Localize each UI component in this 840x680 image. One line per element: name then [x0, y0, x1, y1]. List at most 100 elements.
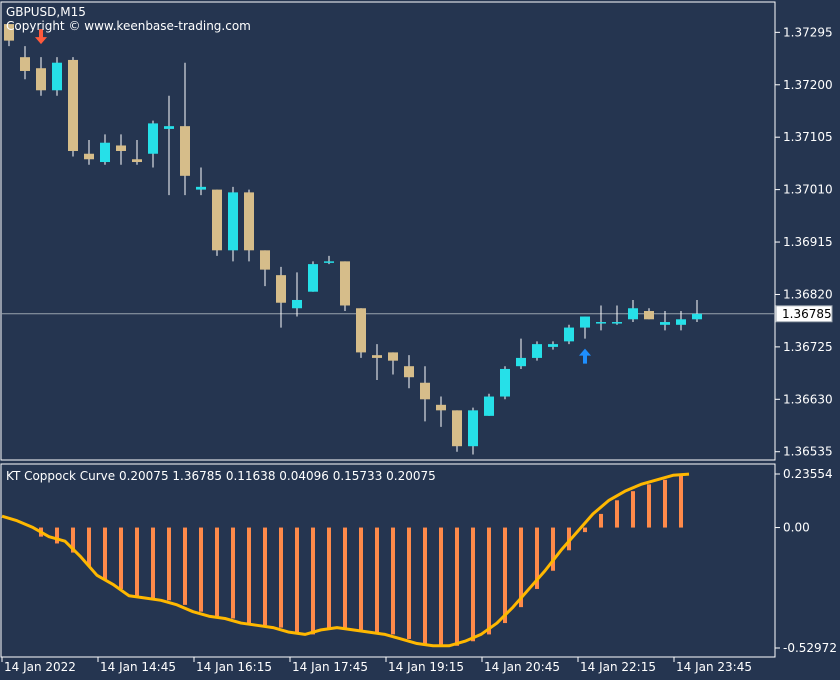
histogram-bar: [615, 500, 619, 528]
candle-body: [548, 344, 558, 347]
price-tick-label: 1.36535: [783, 445, 833, 459]
up-arrow-icon: [579, 348, 591, 364]
candle-body: [4, 24, 14, 41]
price-tick-label: 1.36630: [783, 392, 833, 406]
candle: [196, 167, 206, 196]
histogram-bar: [535, 527, 539, 589]
candle: [420, 366, 430, 422]
coppock-curve-line: [1, 472, 690, 648]
histogram-bar: [455, 527, 459, 646]
histogram-bar: [103, 527, 107, 580]
price-pane-frame: [0, 1, 776, 461]
candle: [212, 189, 222, 256]
current-price-box: [775, 305, 833, 323]
candle: [4, 24, 14, 47]
candle-body: [564, 327, 574, 342]
candle: [356, 308, 366, 358]
price-pane[interactable]: GBPUSD,M15 Copyright © www.keenbase-trad…: [0, 1, 776, 461]
indicator-axis: 0.23554 0.00 -0.52972: [775, 467, 837, 655]
histogram-bar: [327, 527, 331, 630]
indicator-pane[interactable]: KT Coppock Curve 0.20075 1.36785 0.11638…: [0, 463, 776, 658]
candle: [660, 311, 670, 331]
candle: [692, 299, 702, 323]
candle-body: [420, 382, 430, 400]
candle-body: [20, 57, 30, 71]
candle: [628, 299, 638, 323]
candle-body: [468, 410, 478, 447]
candle-body: [164, 126, 174, 129]
candle: [548, 341, 558, 350]
histogram-bar: [231, 527, 235, 619]
histogram-bar: [151, 527, 155, 599]
candle-body: [500, 368, 510, 397]
candles-group: [4, 24, 702, 455]
price-tick-label: 1.36820: [783, 287, 833, 301]
histogram-bar: [583, 527, 587, 533]
histogram-bar: [343, 527, 347, 628]
time-tick-label: 14 Jan 22:15: [580, 660, 656, 674]
candle: [580, 316, 590, 339]
candle: [116, 134, 126, 165]
histogram-bar: [631, 491, 635, 528]
candle: [324, 255, 334, 265]
candle: [516, 338, 526, 369]
histogram-bar: [55, 527, 59, 544]
histogram-bar: [71, 527, 75, 553]
histogram-bar: [551, 527, 555, 571]
symbol-label: GBPUSD,M15: [6, 5, 86, 19]
candle: [612, 305, 622, 325]
histogram-bar: [279, 527, 283, 628]
candle-body: [228, 192, 238, 251]
candle-body: [212, 189, 222, 251]
candle-body: [52, 62, 62, 91]
candle-body: [580, 316, 590, 328]
histogram-bar: [263, 527, 267, 626]
time-tick-label: 14 Jan 19:15: [388, 660, 464, 674]
candle-body: [612, 322, 622, 324]
time-tick-label: 14 Jan 23:45: [676, 660, 752, 674]
candle-body: [196, 186, 206, 190]
candle-body: [532, 344, 542, 358]
time-tick-label: 14 Jan 20:45: [484, 660, 560, 674]
candle: [308, 261, 318, 292]
candle-body: [484, 396, 494, 416]
candle: [500, 366, 510, 400]
candle-body: [36, 68, 46, 91]
candle-body: [452, 410, 462, 447]
price-tick-label: 1.37295: [783, 25, 833, 39]
candle-body: [260, 250, 270, 270]
candle: [132, 139, 142, 165]
histogram-bar: [119, 527, 123, 589]
price-tick-label: 1.37105: [783, 130, 833, 144]
candle: [340, 261, 350, 312]
candle: [228, 186, 238, 262]
histogram-bar: [391, 527, 395, 635]
candle-body: [644, 311, 654, 320]
candle: [388, 352, 398, 375]
candle-body: [372, 355, 382, 358]
candle: [100, 134, 110, 165]
time-tick-label: 14 Jan 14:45: [100, 660, 176, 674]
histogram-bar: [295, 527, 299, 633]
signals-group: [35, 29, 591, 364]
histogram-bar: [519, 527, 523, 608]
price-axis: 1.37295 1.37200 1.37105 1.37010 1.36915 1.368…: [775, 25, 833, 459]
candle-body: [116, 145, 126, 151]
candle-body: [692, 313, 702, 320]
candle-body: [292, 299, 302, 309]
histogram-bar: [647, 484, 651, 528]
candle: [20, 46, 30, 80]
histogram-bar: [359, 527, 363, 630]
candle: [436, 396, 446, 427]
histogram-bar: [423, 527, 427, 644]
histogram-bar: [135, 527, 139, 596]
histogram-bar: [215, 527, 219, 617]
candle: [164, 95, 174, 196]
candle-body: [676, 319, 686, 325]
candle-body: [132, 159, 142, 163]
histogram-bar: [87, 527, 91, 567]
candle: [36, 57, 46, 96]
histogram-bar: [199, 527, 203, 612]
